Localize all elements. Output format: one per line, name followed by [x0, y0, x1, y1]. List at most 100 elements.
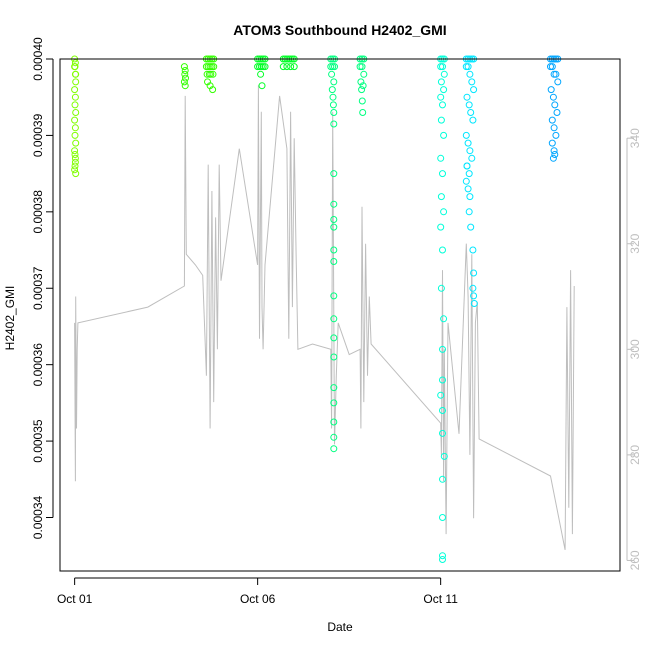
data-point — [440, 131, 448, 139]
data-point — [330, 399, 338, 407]
data-point — [440, 315, 448, 323]
data-point — [209, 70, 217, 78]
data-point — [437, 284, 445, 292]
data-point — [330, 78, 338, 86]
y2-tick-label: 320 — [628, 233, 642, 253]
data-point — [72, 70, 80, 78]
data-point — [464, 63, 472, 71]
data-point — [466, 147, 474, 155]
data-point — [440, 452, 448, 460]
data-point — [549, 93, 557, 101]
data-point — [71, 116, 79, 124]
data-point — [181, 82, 189, 90]
series-points-1 — [71, 55, 80, 178]
data-point — [468, 154, 476, 162]
data-point — [72, 170, 80, 178]
data-point — [470, 292, 478, 300]
data-point — [470, 269, 478, 277]
data-point — [71, 124, 79, 132]
x-tick-label: Oct 06 — [240, 592, 276, 606]
data-point — [71, 166, 79, 174]
data-point — [330, 246, 338, 254]
data-point — [330, 109, 338, 116]
data-point — [439, 170, 446, 178]
data-point — [439, 429, 446, 437]
data-point — [71, 158, 79, 166]
x-tick-label: Oct 11 — [423, 592, 458, 606]
y-tick-label: 0.00038 — [31, 190, 45, 234]
data-point — [437, 116, 445, 124]
data-point — [553, 109, 561, 116]
data-point — [181, 70, 189, 78]
y-tick-label: 0.00039 — [31, 113, 45, 157]
data-point — [72, 78, 80, 86]
data-point — [439, 556, 446, 563]
data-point — [439, 514, 446, 521]
data-point — [464, 185, 472, 193]
data-point — [330, 433, 338, 441]
data-point — [330, 384, 338, 392]
data-point — [328, 70, 336, 78]
data-point — [463, 162, 471, 170]
data-point — [71, 63, 79, 71]
plot-area — [71, 55, 575, 563]
data-point — [470, 300, 478, 307]
data-point — [439, 407, 446, 414]
data-point — [439, 552, 446, 560]
data-point — [440, 86, 448, 94]
data-point — [439, 246, 446, 254]
data-point — [469, 284, 477, 292]
data-point — [71, 154, 79, 162]
y-tick-label: 0.00037 — [31, 266, 45, 310]
data-point — [330, 216, 338, 223]
data-point — [469, 116, 477, 124]
data-point — [437, 391, 445, 399]
data-point — [465, 101, 473, 109]
y-tick-label: 0.00035 — [31, 419, 45, 463]
plot-frame — [59, 58, 621, 572]
data-point — [358, 86, 366, 94]
x-axis-label: Date — [327, 620, 353, 634]
data-point — [261, 63, 269, 71]
series-points-3 — [254, 55, 298, 90]
data-point — [554, 78, 562, 86]
data-point — [71, 101, 79, 109]
data-point — [358, 63, 366, 71]
data-point — [257, 70, 265, 78]
data-point — [552, 131, 560, 139]
data-point — [548, 116, 556, 124]
data-point — [550, 124, 558, 132]
data-point — [469, 246, 477, 254]
data-point — [328, 86, 336, 94]
data-point — [548, 63, 556, 71]
data-point — [330, 353, 338, 361]
y-tick-label: 0.00036 — [31, 343, 45, 387]
data-point — [71, 131, 79, 139]
data-point — [463, 93, 471, 101]
data-point — [466, 70, 474, 78]
data-point — [180, 78, 188, 86]
data-point — [180, 63, 188, 71]
data-point — [357, 78, 365, 86]
data-point — [330, 200, 338, 208]
data-point — [437, 193, 445, 201]
data-point — [547, 86, 555, 94]
data-point — [359, 109, 367, 116]
data-point — [360, 70, 368, 78]
data-point — [549, 154, 557, 162]
data-point — [465, 208, 473, 216]
x-tick-label: Oct 01 — [57, 592, 93, 606]
y2-tick-label: 300 — [628, 339, 642, 359]
chart-title: ATOM3 Southbound H2402_GMI — [233, 22, 446, 38]
data-point — [329, 101, 337, 109]
data-point — [330, 258, 338, 265]
data-point — [439, 63, 446, 71]
y2-tick-label: 340 — [628, 128, 642, 148]
data-point — [258, 82, 266, 90]
data-point — [465, 170, 473, 178]
data-point — [181, 67, 189, 74]
data-point — [71, 86, 79, 94]
data-point — [330, 292, 338, 300]
data-point — [548, 139, 556, 147]
data-point — [71, 147, 79, 155]
